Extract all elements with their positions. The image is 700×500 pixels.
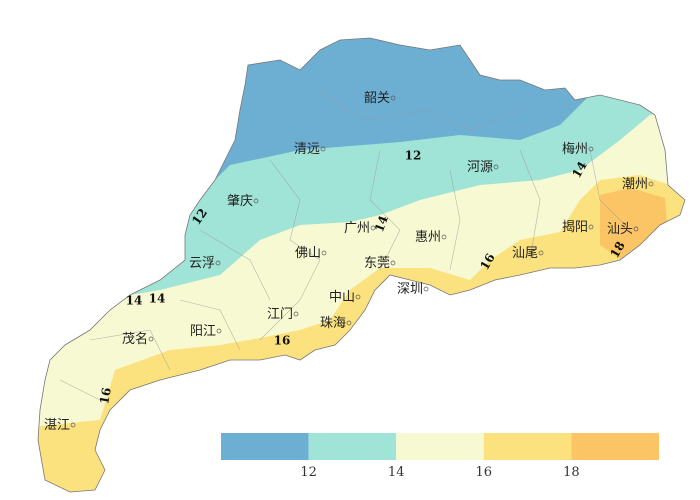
- legend-tick: 12: [300, 465, 317, 480]
- city-marker: [148, 336, 154, 342]
- city-marker: [70, 422, 76, 428]
- city-label: 东莞: [364, 256, 390, 271]
- legend-swatch: [221, 433, 309, 460]
- city-label: 惠州: [415, 230, 441, 245]
- city-marker: [423, 286, 429, 292]
- city-marker: [320, 146, 326, 152]
- legend-swatch: [483, 433, 572, 460]
- city-label: 潮州: [622, 177, 648, 192]
- city-label: 清远: [294, 142, 320, 157]
- contour-label: 16: [97, 386, 114, 405]
- city-label: 韶关: [364, 90, 390, 106]
- city-marker: [370, 225, 376, 231]
- city-label: 梅州: [562, 142, 588, 157]
- city-marker: [216, 328, 222, 334]
- city-marker: [355, 294, 361, 300]
- legend-tick: 16: [476, 465, 493, 480]
- city-label: 广州: [344, 221, 370, 236]
- city-marker: [493, 164, 499, 170]
- city-label: 茂名: [122, 331, 148, 347]
- contour-label: 14: [149, 292, 166, 306]
- city-label: 湛江: [44, 418, 70, 433]
- city-label: 河源: [467, 160, 493, 175]
- city-label: 深圳: [397, 282, 423, 297]
- legend-tick: 14: [388, 465, 405, 480]
- city-label: 江门: [267, 307, 293, 322]
- city-marker: [588, 224, 594, 230]
- district-boundaries: [59, 89, 631, 401]
- city-marker: [441, 234, 447, 240]
- city-marker: [346, 320, 352, 326]
- city-marker: [253, 198, 259, 204]
- city-marker: [293, 311, 299, 317]
- city-label: 中山: [329, 290, 355, 305]
- contour-label: 14: [126, 294, 143, 308]
- city-label: 阳江: [190, 324, 216, 339]
- city-marker: [390, 95, 396, 101]
- color-legend: 12 14 16 18: [221, 433, 659, 480]
- legend-swatch: [396, 433, 484, 460]
- city-label: 汕尾: [512, 246, 538, 261]
- city-label: 云浮: [189, 256, 215, 271]
- city-marker: [538, 250, 544, 256]
- city-label: 佛山: [295, 246, 321, 261]
- city-label: 汕头: [607, 222, 633, 237]
- legend-tick: 18: [563, 465, 580, 480]
- city-marker: [321, 250, 327, 256]
- contour-label: 14: [372, 214, 391, 234]
- city-label: 肇庆: [227, 194, 253, 209]
- legend-swatch: [571, 433, 659, 460]
- city-marker: [215, 260, 221, 266]
- contour-label: 12: [405, 149, 422, 163]
- city-marker: [390, 260, 396, 266]
- city-marker: [648, 181, 654, 187]
- legend-swatch: [308, 433, 397, 460]
- city-label: 揭阳: [562, 220, 588, 235]
- contour-label: 16: [274, 334, 291, 348]
- city-marker: [633, 226, 639, 232]
- city-marker: [588, 146, 594, 152]
- city-label: 珠海: [320, 316, 346, 331]
